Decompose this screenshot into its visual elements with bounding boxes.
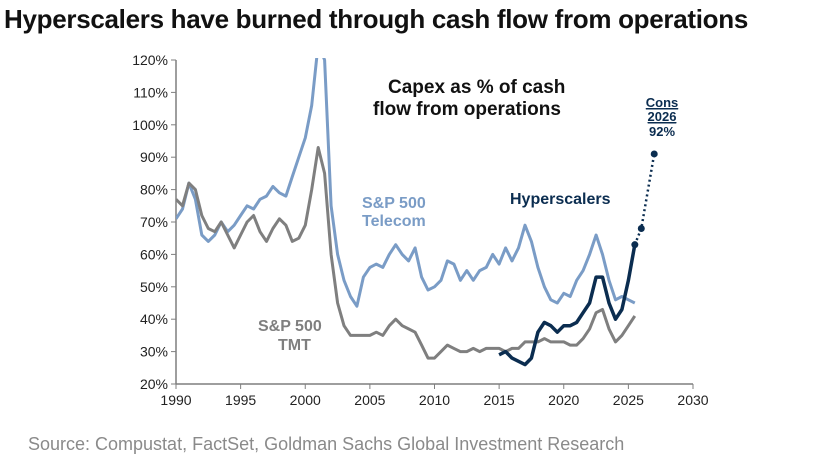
chart-title-line-2: flow from operations (373, 99, 561, 120)
x-tick-label: 2020 (548, 392, 579, 408)
y-tick-label: 100% (132, 117, 168, 133)
telecom-label-line-2: Telecom (362, 213, 426, 230)
y-tick-label: 70% (140, 214, 168, 230)
source-note: Source: Compustat, FactSet, Goldman Sach… (28, 434, 625, 454)
annotation-line-value: 92% (649, 124, 675, 139)
y-tick-label: 80% (140, 182, 168, 198)
series-lines (176, 58, 658, 367)
tmt-label-line-1: S&P 500 (258, 318, 322, 335)
series-label-telecom: S&P 500 Telecom (362, 195, 426, 230)
y-tick-label: 30% (140, 344, 168, 360)
x-tick-label: 2005 (354, 392, 385, 408)
cons-2026-annotation: Cons 2026 92% (646, 95, 679, 139)
series-label-tmt: S&P 500 TMT (258, 318, 322, 354)
projection-marker (637, 224, 645, 232)
series-line-tmt (176, 146, 637, 360)
y-tick-label: 40% (140, 311, 168, 327)
y-tick-label: 90% (140, 149, 168, 165)
y-axis-ticks: 20% 30% 40% 50% 60% 70% 80% 90% 100% 110% 120% (132, 52, 176, 392)
projection-marker (631, 241, 639, 249)
annotation-line-cons: Cons (646, 95, 679, 110)
chart-title-line-1: Capex as % of cash (388, 77, 565, 98)
y-tick-label: 50% (140, 279, 168, 295)
annotation-line-year: 2026 (648, 109, 677, 124)
y-tick-label: 120% (132, 52, 168, 68)
page-title: Hyperscalers have burned through cash fl… (4, 4, 748, 34)
series-label-hyperscalers: Hyperscalers (510, 191, 611, 208)
tmt-label-line-2: TMT (278, 337, 311, 354)
x-tick-label: 2015 (484, 392, 515, 408)
series-line-hyperscalers (498, 244, 637, 367)
x-tick-label: 1995 (225, 392, 256, 408)
series-line-telecom (176, 58, 636, 308)
projection-line-hyperscalers (633, 153, 656, 246)
x-tick-label: 1990 (160, 392, 191, 408)
chart-title: Capex as % of cash flow from operations (373, 77, 565, 120)
projection-marker (650, 150, 658, 158)
x-tick-label: 2030 (677, 392, 708, 408)
x-tick-label: 2010 (419, 392, 450, 408)
y-tick-label: 20% (140, 376, 168, 392)
y-tick-label: 60% (140, 246, 168, 262)
x-tick-label: 2000 (290, 392, 321, 408)
y-tick-label: 110% (133, 84, 168, 100)
telecom-label-line-1: S&P 500 (362, 195, 426, 212)
x-tick-label: 2025 (613, 392, 644, 408)
x-axis-ticks: 1990 1995 2000 2005 2010 2015 2020 2025 2030 (160, 384, 709, 408)
